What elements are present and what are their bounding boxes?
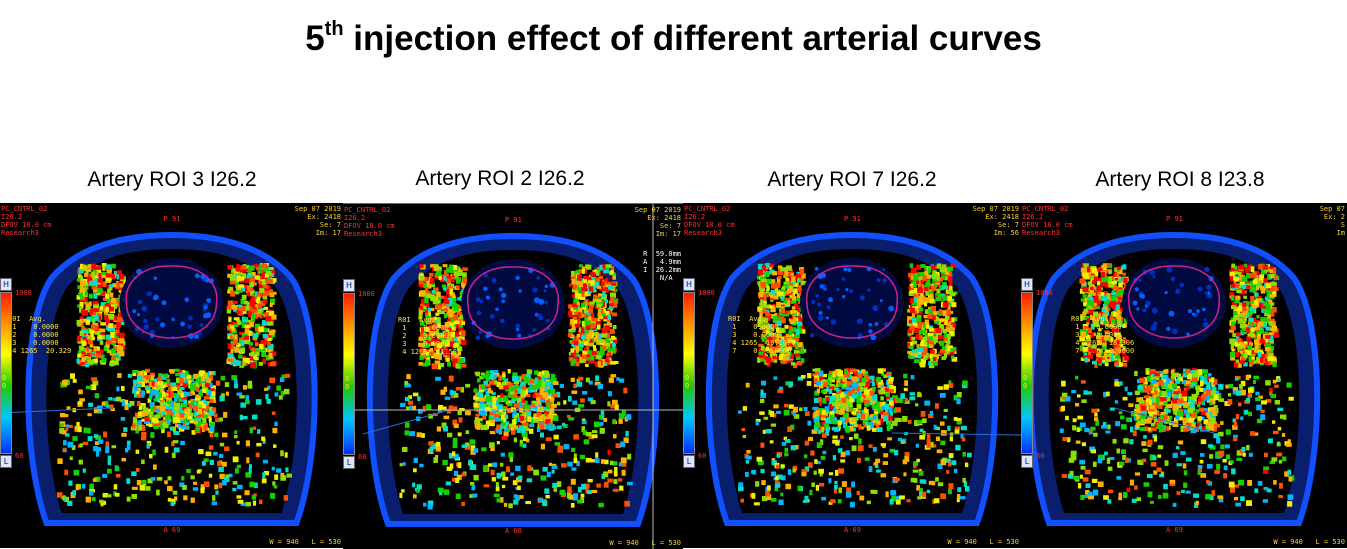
caption-panel-3: Artery ROI 7 I26.2 [702, 168, 1002, 192]
colorbar-low-handle[interactable]: L [343, 456, 355, 469]
colorbar-min-label: 60 [15, 452, 23, 460]
orientation-anterior: A 69 [164, 526, 181, 534]
orientation-anterior: A 69 [844, 526, 861, 534]
perfusion-map-panel-2[interactable]: PC_CNTRL_02 I26.2 DFOV 18.0 cm Research3… [343, 203, 683, 549]
head-perfusion-image [1021, 203, 1347, 548]
roi-stats-table: R0I Avg. 1 0.0000 2 0.0000 3 0.0000 4 12… [398, 316, 461, 356]
colorbar-mid-labels: L 0 0 [2, 358, 6, 390]
roi-stats-table: R0I Avg. 1 0.0000 2 0.0000 3 0.0000 4 12… [8, 315, 71, 355]
header-info-left: PC_CNTRL_02 I26.2 DFOV 18.0 cm Research3 [344, 206, 395, 238]
window-level-readout: W = 940 L = 530 [947, 538, 1019, 546]
head-perfusion-image [343, 204, 683, 549]
window-level-readout: W = 940 L = 530 [269, 538, 341, 546]
page-title: 5th injection effect of different arteri… [0, 18, 1347, 59]
colorbar-max-label: 1000 [1036, 289, 1053, 297]
roi-stats-table: R0I Avg. 1 0.0000 3 0.0000 4 1265 18.306… [1071, 315, 1134, 355]
header-info-right: Sep 07 2019 Ex: 2418 Se: 7 Im: 17 [295, 205, 341, 237]
colorbar-low-handle[interactable]: L [0, 455, 12, 468]
header-info-left: PC_CNTRL_02 I26.2 DFOV 18.0 cm Research3 [684, 205, 735, 237]
perfusion-map-panel-4[interactable]: PC_CNTRL_02 I26.2 DFOV 18.0 cm Research3… [1021, 203, 1347, 548]
colorbar-max-label: 1000 [15, 289, 32, 297]
header-info-left: PC_CNTRL_02 I26.2 DFOV 18.0 cm Research3 [1, 205, 52, 237]
colorbar-max-label: 1000 [698, 289, 715, 297]
colorbar-max-label: 1000 [358, 290, 375, 298]
colorbar-min-label: 60 [698, 452, 706, 460]
header-info-left: PC_CNTRL_02 I26.2 DFOV 18.0 cm Research3 [1022, 205, 1073, 237]
colorbar-high-handle[interactable]: H [0, 278, 12, 291]
colorbar-mid-labels: L 0 0 [1023, 358, 1027, 390]
colorbar-high-handle[interactable]: H [1021, 278, 1033, 291]
colorbar-mid-labels: L 0 0 [345, 359, 349, 391]
colorbar-min-label: 60 [358, 453, 366, 461]
colorbar-low-handle[interactable]: L [683, 455, 695, 468]
caption-panel-2: Artery ROI 2 I26.2 [350, 167, 650, 191]
window-level-readout: W = 940 L = 530 [609, 539, 681, 547]
header-info-right: Sep 07 2019 Ex: 2418 Se: 7 Im: 17 [635, 206, 681, 238]
orientation-posterior: P 91 [164, 215, 181, 223]
colorbar-mid-labels: L 0 0 [685, 358, 689, 390]
window-level-readout: W = 940 L = 530 [1273, 538, 1345, 546]
head-perfusion-image [683, 203, 1021, 548]
header-info-right: Sep 07 2019 Ex: 2418 Se: 7 Im: 56 [973, 205, 1019, 237]
orientation-posterior: P 91 [844, 215, 861, 223]
orientation-anterior: A 68 [505, 527, 522, 535]
perfusion-map-panel-1[interactable]: PC_CNTRL_02 I26.2 DFOV 18.0 cm Research3… [0, 203, 343, 548]
colorbar-high-handle[interactable]: H [343, 279, 355, 292]
colorbar-min-label: 60 [1036, 452, 1044, 460]
caption-panel-1: Artery ROI 3 I26.2 [22, 168, 322, 192]
colorbar-low-handle[interactable]: L [1021, 455, 1033, 468]
orientation-posterior: P 91 [1166, 215, 1183, 223]
head-perfusion-image [0, 203, 343, 548]
caption-panel-4: Artery ROI 8 I23.8 [1030, 168, 1330, 192]
header-info-right: Sep 07 Ex: 2 S Im [1320, 205, 1345, 237]
orientation-posterior: P 91 [505, 216, 522, 224]
orientation-anterior: A 69 [1166, 526, 1183, 534]
cursor-readout: R 59.0mm A 4.9mm I 26.2mm N/A [643, 250, 681, 282]
roi-stats-table: R0I Avg. 1 0.0000 3 0.0000 4 1265 19.167… [728, 315, 791, 355]
perfusion-map-panel-3[interactable]: PC_CNTRL_02 I26.2 DFOV 18.0 cm Research3… [683, 203, 1021, 548]
colorbar-high-handle[interactable]: H [683, 278, 695, 291]
